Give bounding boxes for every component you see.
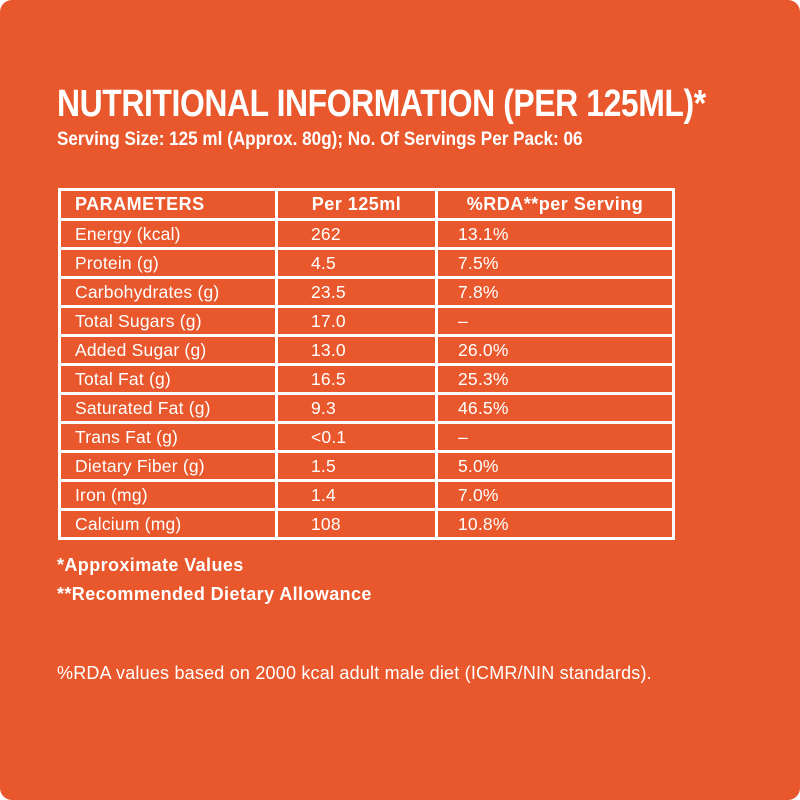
rda-cell: 46.5% bbox=[435, 392, 675, 424]
rda-cell: 13.1% bbox=[435, 218, 675, 250]
parameter-cell: Energy (kcal) bbox=[58, 218, 278, 250]
header-row: PARAMETERS Per 125ml %RDA**per Serving bbox=[58, 188, 675, 221]
table-row: Carbohydrates (g) 23.5 7.8% bbox=[58, 276, 675, 308]
table-row: Total Sugars (g) 17.0– bbox=[58, 305, 675, 337]
rda-cell: 25.3% bbox=[435, 363, 675, 395]
parameter-cell: Total Fat (g) bbox=[58, 363, 278, 395]
per-125ml-cell: <0.1 bbox=[275, 421, 438, 453]
per-125ml-cell: 4.5 bbox=[275, 247, 438, 279]
per-125ml-cell: 23.5 bbox=[275, 276, 438, 308]
parameter-cell: Calcium (mg) bbox=[58, 508, 278, 540]
rda-cell: 26.0% bbox=[435, 334, 675, 366]
parameter-cell: Trans Fat (g) bbox=[58, 421, 278, 453]
table-row: Added Sugar (g) 13.0 26.0% bbox=[58, 334, 675, 366]
rda-cell: 5.0% bbox=[435, 450, 675, 482]
column-header-per-125ml: Per 125ml bbox=[275, 188, 438, 221]
parameter-cell: Added Sugar (g) bbox=[58, 334, 278, 366]
per-125ml-cell: 17.0 bbox=[275, 305, 438, 337]
per-125ml-cell: 1.5 bbox=[275, 450, 438, 482]
table-row: Total Fat (g) 16.5 25.3% bbox=[58, 363, 675, 395]
table-row: Calcium (mg) 108 10.8% bbox=[58, 508, 675, 540]
footnote-approximate-values: *Approximate Values bbox=[57, 555, 244, 575]
page-title: NUTRITIONAL INFORMATION (PER 125ML)* bbox=[57, 83, 706, 125]
table-row: Trans Fat (g) <0.1– bbox=[58, 421, 675, 453]
table-row: Energy (kcal) 262 13.1% bbox=[58, 218, 675, 250]
rda-cell: 7.0% bbox=[435, 479, 675, 511]
rda-cell: 7.5% bbox=[435, 247, 675, 279]
parameter-cell: Iron (mg) bbox=[58, 479, 278, 511]
per-125ml-cell: 16.5 bbox=[275, 363, 438, 395]
table-row: Iron (mg) 1.4 7.0% bbox=[58, 479, 675, 511]
footnote-recommended-dietary-allowance: **Recommended Dietary Allowance bbox=[57, 584, 372, 604]
parameter-cell: Protein (g) bbox=[58, 247, 278, 279]
nutrition-table-header: PARAMETERS Per 125ml %RDA**per Serving bbox=[58, 188, 675, 221]
footnotes: *Approximate Values **Recommended Dietar… bbox=[57, 551, 372, 609]
per-125ml-cell: 1.4 bbox=[275, 479, 438, 511]
parameter-cell: Total Sugars (g) bbox=[58, 305, 278, 337]
per-125ml-cell: 13.0 bbox=[275, 334, 438, 366]
rda-cell: 10.8% bbox=[435, 508, 675, 540]
rda-cell: 7.8% bbox=[435, 276, 675, 308]
table-row: Dietary Fiber (g) 1.5 5.0% bbox=[58, 450, 675, 482]
parameter-cell: Carbohydrates (g) bbox=[58, 276, 278, 308]
column-header-parameters: PARAMETERS bbox=[58, 188, 278, 221]
table-row: Protein (g) 4.5 7.5% bbox=[58, 247, 675, 279]
serving-info: Serving Size: 125 ml (Approx. 80g); No. … bbox=[57, 129, 583, 150]
rda-cell: – bbox=[435, 421, 675, 453]
rda-cell: – bbox=[435, 305, 675, 337]
column-header-rda: %RDA**per Serving bbox=[435, 188, 675, 221]
nutrition-table-body: Energy (kcal) 262 13.1% Protein (g) 4.5 7.5% C… bbox=[58, 218, 675, 540]
table-row: Saturated Fat (g) 9.3 46.5% bbox=[58, 392, 675, 424]
parameter-cell: Saturated Fat (g) bbox=[58, 392, 278, 424]
rda-disclaimer: %RDA values based on 2000 kcal adult mal… bbox=[57, 663, 652, 683]
per-125ml-cell: 262 bbox=[275, 218, 438, 250]
nutrition-table: PARAMETERS Per 125ml %RDA**per Serving E… bbox=[58, 188, 675, 540]
per-125ml-cell: 108 bbox=[275, 508, 438, 540]
parameter-cell: Dietary Fiber (g) bbox=[58, 450, 278, 482]
per-125ml-cell: 9.3 bbox=[275, 392, 438, 424]
